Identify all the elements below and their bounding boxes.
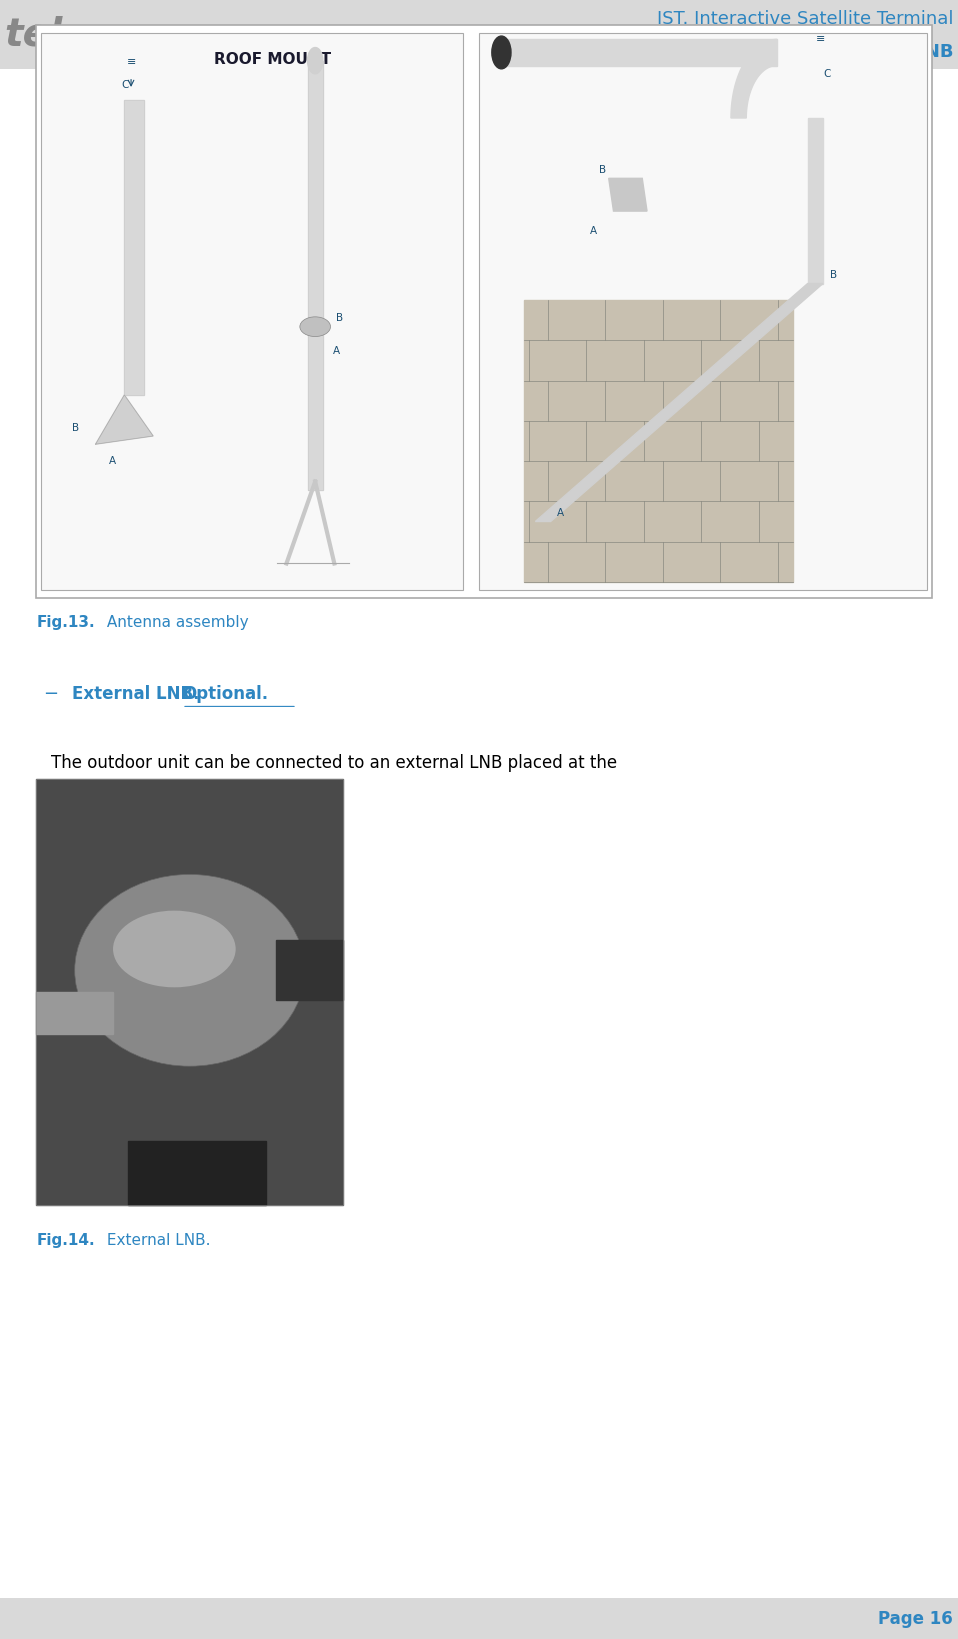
Text: Smart LNB: Smart LNB bbox=[846, 43, 953, 61]
Text: WALL MOUNT: WALL MOUNT bbox=[578, 52, 694, 67]
Text: A: A bbox=[558, 508, 564, 518]
Text: ROOF MOUNT: ROOF MOUNT bbox=[215, 52, 331, 67]
Text: External LNB.: External LNB. bbox=[72, 685, 199, 703]
Polygon shape bbox=[536, 284, 823, 521]
Text: Page 16: Page 16 bbox=[878, 1609, 953, 1628]
Text: Optional.: Optional. bbox=[182, 685, 268, 703]
Text: C: C bbox=[823, 69, 831, 79]
Ellipse shape bbox=[75, 875, 305, 1067]
Text: B: B bbox=[830, 270, 836, 280]
Text: External LNB.: External LNB. bbox=[102, 1233, 210, 1247]
Text: tel: tel bbox=[5, 15, 63, 54]
Circle shape bbox=[308, 48, 323, 74]
Polygon shape bbox=[125, 100, 144, 395]
FancyBboxPatch shape bbox=[479, 33, 927, 590]
Text: A: A bbox=[109, 456, 116, 465]
Text: Antenna assembly: Antenna assembly bbox=[102, 615, 248, 629]
Polygon shape bbox=[501, 39, 777, 66]
FancyBboxPatch shape bbox=[0, 1598, 958, 1639]
Text: ≡: ≡ bbox=[126, 57, 136, 67]
Polygon shape bbox=[36, 779, 343, 1205]
Text: C: C bbox=[122, 80, 128, 90]
Text: Fig.13.: Fig.13. bbox=[36, 615, 95, 629]
Text: Fig.14.: Fig.14. bbox=[36, 1233, 95, 1247]
Polygon shape bbox=[608, 179, 647, 211]
Ellipse shape bbox=[300, 316, 331, 336]
Polygon shape bbox=[524, 300, 793, 582]
Text: B: B bbox=[336, 313, 343, 323]
Text: IST. Interactive Satellite Terminal: IST. Interactive Satellite Terminal bbox=[657, 10, 953, 28]
Polygon shape bbox=[808, 118, 823, 284]
FancyBboxPatch shape bbox=[36, 25, 932, 598]
Circle shape bbox=[491, 36, 511, 69]
Text: −: − bbox=[43, 685, 58, 703]
Polygon shape bbox=[128, 1141, 266, 1205]
Polygon shape bbox=[36, 992, 113, 1034]
Polygon shape bbox=[308, 61, 323, 490]
Ellipse shape bbox=[113, 911, 236, 987]
Text: A: A bbox=[332, 346, 339, 356]
Text: ≡: ≡ bbox=[815, 34, 825, 44]
Text: B: B bbox=[599, 166, 606, 175]
Polygon shape bbox=[731, 39, 777, 118]
Polygon shape bbox=[276, 941, 343, 1000]
Text: B: B bbox=[72, 423, 79, 433]
Polygon shape bbox=[96, 395, 153, 444]
Text: The outdoor unit can be connected to an external LNB placed at the
antenna’s arm: The outdoor unit can be connected to an … bbox=[51, 754, 617, 798]
Text: A: A bbox=[589, 226, 597, 236]
FancyBboxPatch shape bbox=[41, 33, 463, 590]
FancyBboxPatch shape bbox=[0, 0, 958, 69]
